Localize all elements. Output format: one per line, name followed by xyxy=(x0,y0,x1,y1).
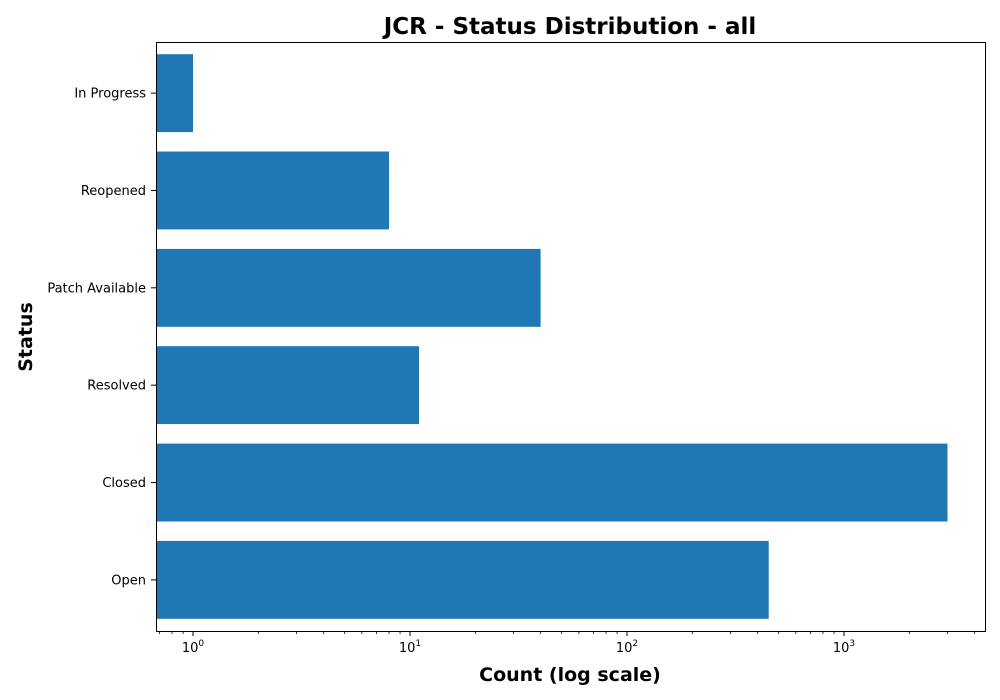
x-tick-label: 100 xyxy=(182,639,205,656)
y-tick-label-in-progress: In Progress xyxy=(74,87,146,102)
y-axis-label: Status xyxy=(15,302,37,372)
x-axis-ticks: 100 101 102 103 xyxy=(182,631,855,656)
x-tick-label: 102 xyxy=(616,639,638,656)
plot-frame xyxy=(156,42,986,632)
bar-closed xyxy=(156,443,948,522)
bar-reopened xyxy=(156,151,389,230)
y-tick-label-open: Open xyxy=(111,573,146,588)
bar-patch-available xyxy=(156,248,541,327)
x-tick-label: 103 xyxy=(833,639,855,656)
x-axis-label: Count (log scale) xyxy=(479,664,661,686)
y-axis-ticks: Open Closed Resolved Patch Available Reopene… xyxy=(47,87,156,588)
bar-resolved xyxy=(156,346,419,425)
y-tick-label-resolved: Resolved xyxy=(87,379,146,394)
x-tick-label: 101 xyxy=(399,639,421,656)
y-tick-label-closed: Closed xyxy=(102,476,146,491)
y-tick-label-patch-available: Patch Available xyxy=(47,281,146,296)
y-tick-label-reopened: Reopened xyxy=(81,184,146,199)
chart-title: JCR - Status Distribution - all xyxy=(382,14,756,40)
bar-open xyxy=(156,540,769,619)
bars-group xyxy=(156,54,948,619)
bar-in-progress xyxy=(156,54,193,133)
